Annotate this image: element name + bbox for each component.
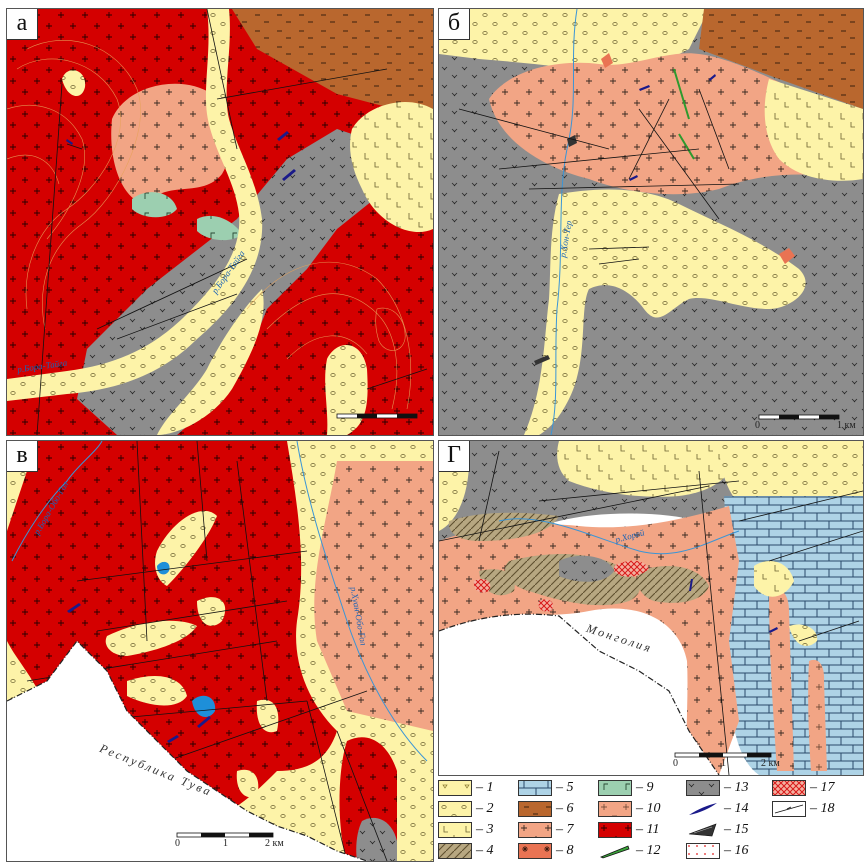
scale-label-v-mid: 1	[223, 838, 228, 849]
geologic-map-v	[7, 441, 433, 861]
scale-bar-b	[758, 414, 840, 420]
map-panel-b: б р.Хон-Тер 0 1 км	[438, 8, 864, 436]
scale-label-g-start: 0	[673, 758, 678, 769]
scale-label-g-end: 2 км	[761, 758, 780, 769]
scale-label-v-end: 2 км	[265, 838, 284, 849]
panel-label-g: Г	[439, 441, 470, 472]
map-panel-a: а р.Бора-Тайга р.Бора-Тайга	[6, 8, 434, 436]
scale-label-b-start: 0	[755, 420, 760, 431]
geologic-map-b	[439, 9, 863, 435]
geologic-map-g	[439, 441, 863, 775]
scale-label-g-mid: 1	[721, 758, 726, 769]
map-legend: – 1 – 2 – 3 – 4 – 5 – 6 – 7 – 8 – 9 – 10…	[438, 778, 862, 862]
panel-label-v: в	[7, 441, 38, 472]
panel-label-b: б	[439, 9, 470, 40]
scale-label-b-end: 1 км	[837, 420, 856, 431]
map-panel-v: в р.Бора-Обо-Гол р.Хуан-Обо-Гол Республи…	[6, 440, 434, 862]
geologic-map-a	[7, 9, 433, 435]
scale-bar-v	[176, 832, 274, 838]
scale-label-v-start: 0	[175, 838, 180, 849]
scale-bar-a	[336, 413, 418, 419]
map-panel-g: Г р.Хорей Монголия 0 1 2 км	[438, 440, 864, 776]
scale-bar-g	[674, 752, 772, 758]
panel-label-a: а	[7, 9, 38, 40]
